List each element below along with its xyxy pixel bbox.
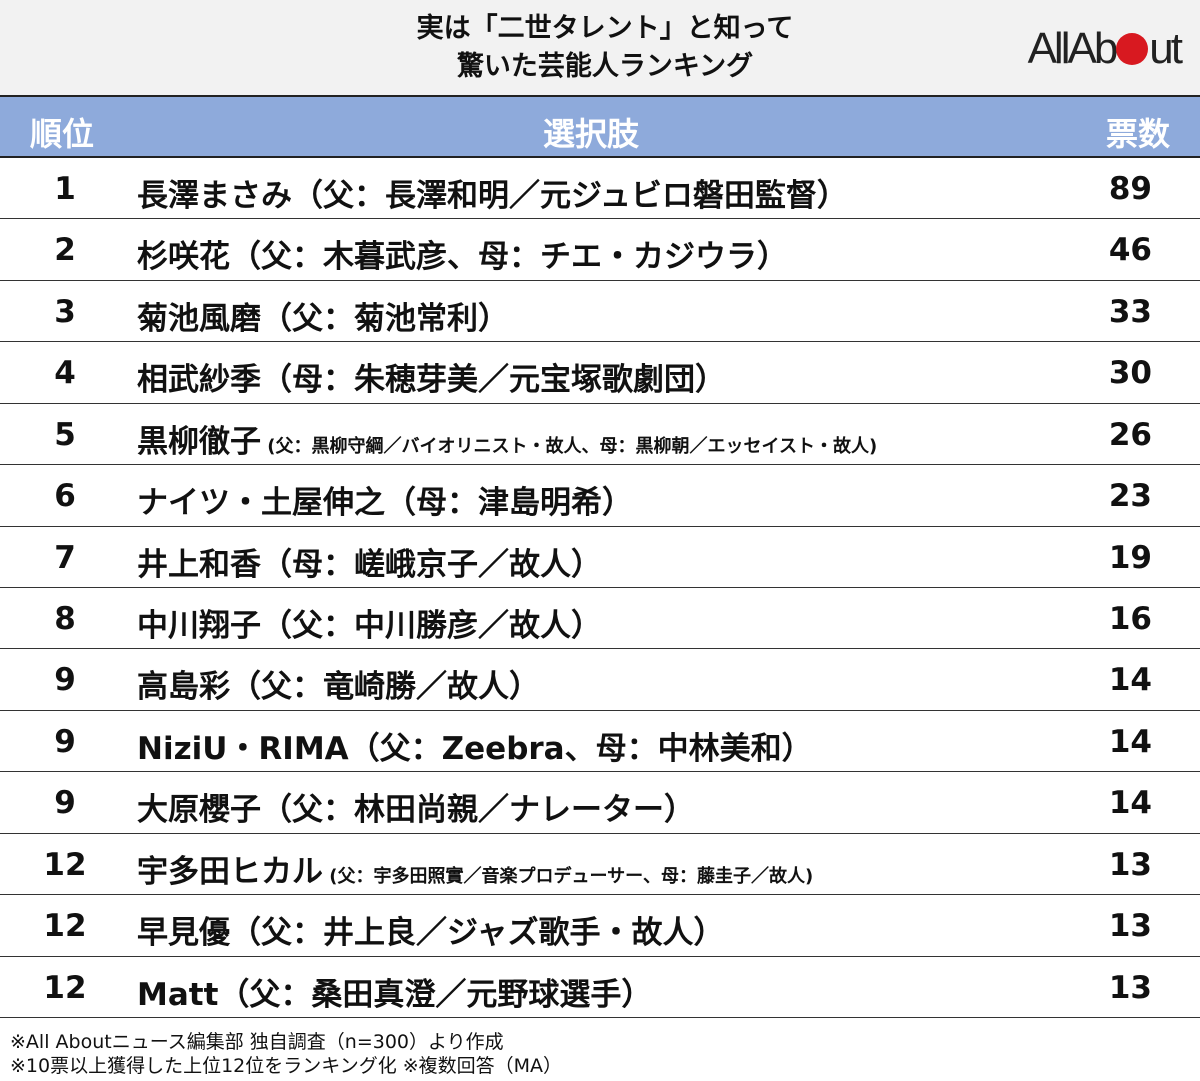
talent-name: 菊池風磨 [137, 300, 261, 337]
choice: Matt（父：桑田真澄／元野球選手） [137, 969, 652, 1014]
talent-name: 早見優 [137, 915, 230, 952]
rank: 12 [43, 969, 87, 1006]
table-row: 9 高島彩（父：竜崎勝／故人） 14 [0, 649, 1200, 711]
talent-name: ナイツ・土屋伸之 [137, 485, 385, 522]
parent-note: （父：桑田真澄／元野球選手） [218, 976, 653, 1013]
all-about-logo: AllAb ut [1027, 24, 1183, 73]
talent-name: NiziU・RIMA [137, 730, 349, 767]
vote-count: 14 [1108, 723, 1152, 760]
choice: ナイツ・土屋伸之（母：津島明希） [137, 477, 633, 522]
parent-note: （父：Zeebra、母：中林美和） [348, 730, 813, 767]
parent-note: （母：嵯峨京子／故人） [261, 546, 602, 583]
rank: 9 [54, 662, 76, 699]
parent-note: （父：林田尚親／ナレーター） [261, 792, 695, 829]
rank: 4 [54, 355, 76, 392]
talent-name: 長澤まさみ [137, 178, 292, 214]
parent-note: （父：菊池常利） [261, 300, 509, 337]
parent-note: （父：木暮武彦、母：チエ・カジウラ） [230, 239, 788, 276]
talent-name: 相武紗季 [137, 362, 261, 399]
choice: 早見優（父：井上良／ジャズ歌手・故人） [137, 907, 724, 952]
vote-count: 30 [1108, 355, 1152, 392]
table-row: 9 大原櫻子（父：林田尚親／ナレーター） 14 [0, 772, 1200, 834]
column-choice: 選択肢 [543, 115, 640, 153]
rank: 6 [54, 478, 76, 515]
parent-note: (父：宇多田照實／音楽プロデューサー、母：藤圭子／故人) [323, 865, 814, 887]
choice: 黒柳徹子 (父：黒柳守綱／バイオリニスト・故人、母：黒柳朝／エッセイスト・故人) [137, 416, 877, 461]
column-votes: 票数 [1105, 115, 1170, 153]
talent-name: 高島彩 [137, 669, 230, 706]
choice: 中川翔子（父：中川勝彦／故人） [137, 600, 602, 645]
vote-count: 16 [1108, 601, 1152, 637]
vote-count: 13 [1108, 969, 1152, 1006]
choice: 大原櫻子（父：林田尚親／ナレーター） [137, 784, 695, 829]
talent-name: 中川翔子 [137, 608, 261, 644]
rank: 8 [54, 601, 76, 637]
choice: 宇多田ヒカル (父：宇多田照實／音楽プロデューサー、母：藤圭子／故人) [137, 846, 813, 891]
table-row: 2 杉咲花（父：木暮武彦、母：チエ・カジウラ） 46 [0, 219, 1200, 281]
table-row: 12 早見優（父：井上良／ジャズ歌手・故人） 13 [0, 895, 1200, 957]
vote-count: 33 [1108, 293, 1152, 330]
parent-note: （父：長澤和明／元ジュビロ磐田監督） [292, 178, 848, 214]
talent-name: 杉咲花 [137, 239, 230, 276]
table-row: 8 中川翔子（父：中川勝彦／故人） 16 [0, 588, 1200, 650]
choice: 菊池風磨（父：菊池常利） [137, 293, 509, 338]
table-row: 3 菊池風磨（父：菊池常利） 33 [0, 281, 1200, 343]
footnotes: ※All Aboutニュース編集部 独自調査（n=300）より作成 ※10票以上… [10, 1030, 562, 1078]
rank: 9 [54, 723, 76, 760]
parent-note: （母：朱穂芽美／元宝塚歌劇団） [261, 362, 726, 399]
title-line-2: 驚いた芸能人ランキング [456, 51, 754, 82]
vote-count: 19 [1108, 539, 1152, 576]
footnote-1: ※All Aboutニュース編集部 独自調査（n=300）より作成 [10, 1031, 504, 1053]
talent-name: 井上和香 [137, 546, 261, 583]
parent-note: （父：井上良／ジャズ歌手・故人） [230, 915, 725, 952]
title-banner: 実は「二世タレント」と知って 驚いた芸能人ランキング AllAb ut [0, 0, 1200, 97]
vote-count: 46 [1108, 232, 1152, 269]
vote-count: 13 [1108, 846, 1152, 883]
talent-name: 宇多田ヒカル [137, 853, 323, 890]
table-row: 12 Matt（父：桑田真澄／元野球選手） 13 [0, 957, 1200, 1018]
parent-note: （父：竜崎勝／故人） [230, 669, 540, 706]
choice: 長澤まさみ（父：長澤和明／元ジュビロ磐田監督） [137, 170, 848, 215]
table-row: 9 NiziU・RIMA（父：Zeebra、母：中林美和） 14 [0, 711, 1200, 773]
rank: 3 [54, 293, 76, 330]
rank: 12 [43, 908, 87, 945]
choice: 高島彩（父：竜崎勝／故人） [137, 661, 540, 706]
talent-name: Matt [137, 976, 219, 1013]
table-row: 7 井上和香（母：嵯峨京子／故人） 19 [0, 527, 1200, 588]
table-row: 5 黒柳徹子 (父：黒柳守綱／バイオリニスト・故人、母：黒柳朝／エッセイスト・故… [0, 404, 1200, 466]
table-header: 順位 選択肢 票数 [0, 97, 1200, 158]
vote-count: 26 [1108, 416, 1152, 453]
vote-count: 14 [1108, 662, 1152, 699]
vote-count: 13 [1108, 908, 1152, 945]
table-row: 4 相武紗季（母：朱穂芽美／元宝塚歌劇団） 30 [0, 342, 1200, 404]
rank: 5 [54, 416, 76, 453]
table-row: 1 長澤まさみ（父：長澤和明／元ジュビロ磐田監督） 89 [0, 158, 1200, 220]
talent-name: 黒柳徹子 [137, 423, 261, 460]
vote-count: 89 [1108, 171, 1152, 207]
parent-note: （父：中川勝彦／故人） [261, 608, 602, 644]
title-line-1: 実は「二世タレント」と知って [416, 13, 794, 44]
column-rank: 順位 [30, 115, 95, 153]
rank: 12 [43, 846, 87, 883]
parent-note: （母：津島明希） [385, 485, 633, 522]
footnote-2: ※10票以上獲得した上位12位をランキング化 ※複数回答（MA） [10, 1055, 563, 1077]
choice: NiziU・RIMA（父：Zeebra、母：中林美和） [137, 723, 813, 768]
rank: 1 [54, 171, 76, 207]
table-row: 6 ナイツ・土屋伸之（母：津島明希） 23 [0, 465, 1200, 527]
choice: 井上和香（母：嵯峨京子／故人） [137, 539, 602, 584]
vote-count: 23 [1108, 478, 1152, 515]
rank: 7 [54, 539, 76, 576]
rank: 9 [54, 785, 76, 822]
rank: 2 [54, 232, 76, 269]
talent-name: 大原櫻子 [137, 792, 261, 829]
page-title: 実は「二世タレント」と知って 驚いた芸能人ランキング [300, 10, 910, 86]
parent-note: (父：黒柳守綱／バイオリニスト・故人、母：黒柳朝／エッセイスト・故人) [261, 435, 878, 457]
choice: 相武紗季（母：朱穂芽美／元宝塚歌劇団） [137, 354, 726, 399]
table-row: 12 宇多田ヒカル (父：宇多田照實／音楽プロデューサー、母：藤圭子／故人) 1… [0, 834, 1200, 896]
vote-count: 14 [1108, 785, 1152, 822]
choice: 杉咲花（父：木暮武彦、母：チエ・カジウラ） [137, 231, 788, 276]
